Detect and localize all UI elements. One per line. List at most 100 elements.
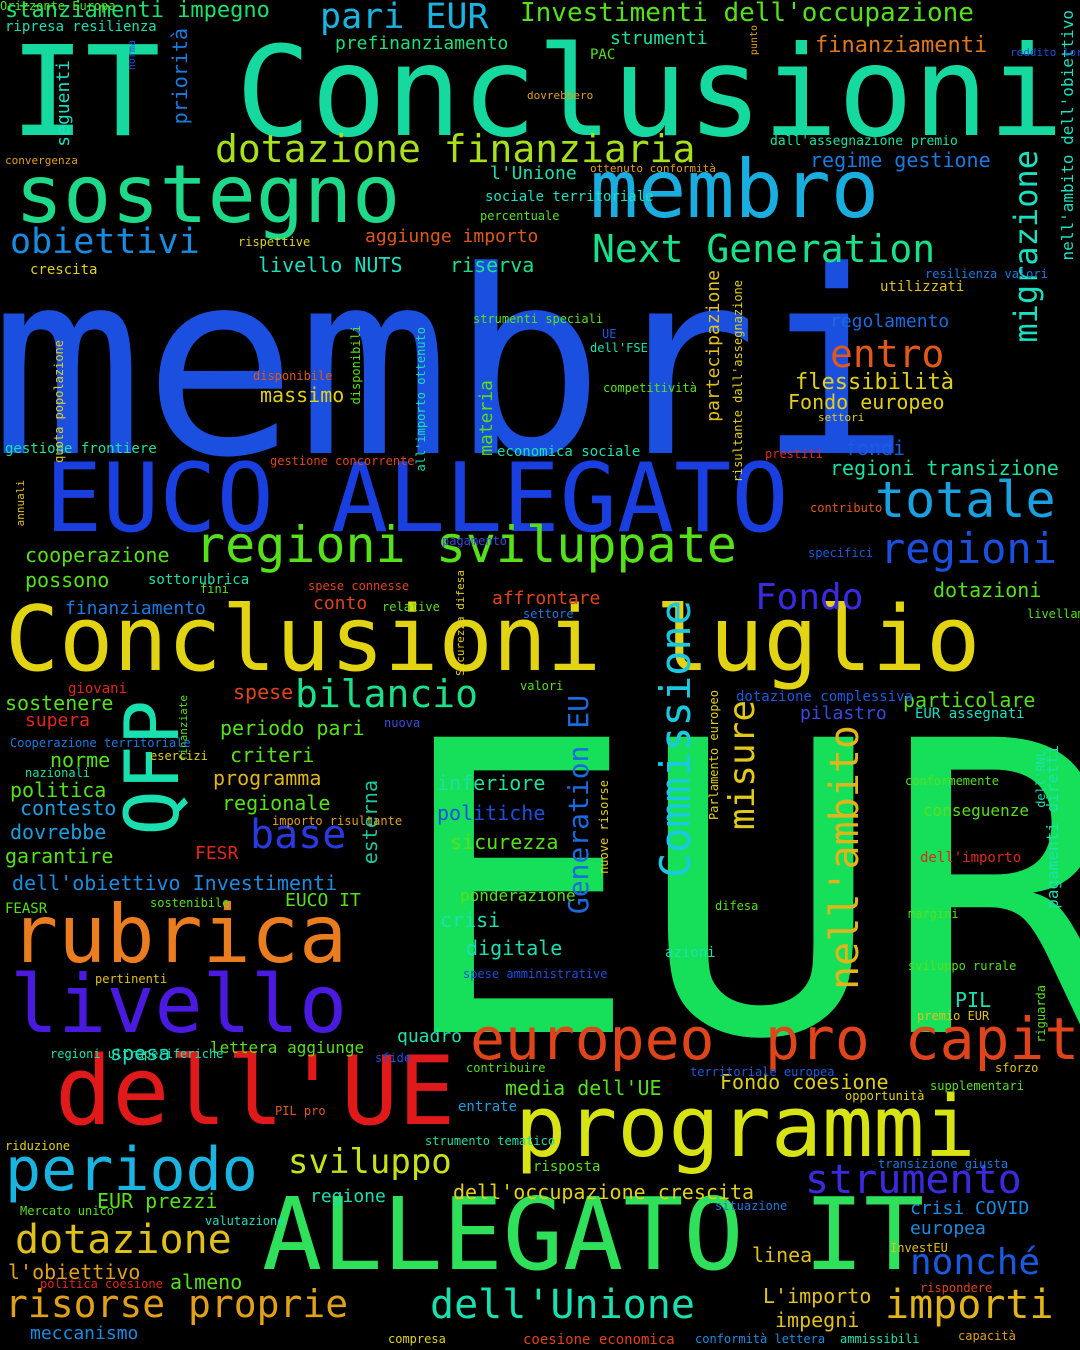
cloud-word: massimo <box>260 383 345 407</box>
cloud-word: Next Generation <box>592 227 936 271</box>
cloud-word: sostenere <box>5 691 114 715</box>
cloud-word: PIL pro <box>275 1104 326 1118</box>
cloud-word: valori <box>520 679 564 693</box>
cloud-word: disponibili <box>349 325 363 405</box>
cloud-word: sforzo <box>995 1061 1039 1075</box>
cloud-word: regime gestione <box>810 148 991 172</box>
cloud-word: dell'occupazione crescita <box>453 1180 755 1204</box>
cloud-word: materia <box>476 380 497 456</box>
cloud-word: misure <box>722 700 763 831</box>
cloud-word: dotazione complessiva <box>736 689 914 705</box>
cloud-word: dell'obiettivo Investimenti <box>12 871 338 895</box>
cloud-word: fondi <box>845 436 906 460</box>
cloud-word: sostegno <box>15 148 401 241</box>
cloud-word: dotazione <box>15 1217 232 1263</box>
cloud-word: annuali <box>14 480 27 527</box>
cloud-word: possono <box>25 568 110 592</box>
cloud-word: rubrica <box>10 888 348 981</box>
cloud-word: crisi COVID <box>910 1198 1030 1219</box>
cloud-word: specifici <box>808 546 874 560</box>
cloud-word: periodo pari <box>220 716 365 740</box>
cloud-word: spesa <box>110 1041 171 1065</box>
cloud-word: coesione economica <box>523 1332 675 1348</box>
cloud-word: sfide <box>375 1051 412 1065</box>
cloud-word: Mercato unico <box>20 1204 114 1218</box>
cloud-word: norma <box>127 40 138 71</box>
cloud-word: risultante dall'assegnazione <box>731 280 745 483</box>
cloud-word: riduzione <box>5 1139 71 1153</box>
cloud-word: regolamento <box>830 311 950 332</box>
cloud-word: regioni ultraperiferiche <box>50 1047 224 1061</box>
cloud-word: l'Unione <box>490 163 577 184</box>
cloud-word: ripresa resilienza <box>5 19 157 35</box>
cloud-word: linea <box>752 1243 813 1267</box>
cloud-word: politiche <box>437 801 546 825</box>
cloud-word: regioni transizione <box>830 456 1059 480</box>
cloud-word: migrazione <box>1007 150 1045 343</box>
cloud-word: reddito lordo <box>1010 46 1080 59</box>
cloud-word: quadro <box>397 1026 463 1047</box>
cloud-word: UE <box>602 327 617 341</box>
cloud-word: dell'Unione <box>430 1282 695 1328</box>
cloud-word: sviluppo rurale <box>908 959 1017 973</box>
cloud-word: opportunità <box>845 1089 925 1103</box>
cloud-word: politica coesione <box>40 1277 163 1291</box>
cloud-word: relative <box>382 600 440 614</box>
cloud-word: fini <box>200 582 229 596</box>
cloud-word: supera <box>25 710 91 731</box>
cloud-word: l'obiettivo <box>8 1260 141 1284</box>
cloud-word: capacità <box>958 1329 1016 1343</box>
cloud-word: particolare <box>903 688 1036 712</box>
cloud-word: dell'importo <box>920 850 1022 866</box>
cloud-word: nuova <box>384 716 421 730</box>
cloud-word: Commissione <box>651 600 700 879</box>
cloud-word: livello NUTS <box>258 253 403 277</box>
cloud-word: nuove risorse <box>597 780 611 874</box>
cloud-word: conformemente <box>905 774 999 788</box>
cloud-word: membri <box>0 217 912 514</box>
cloud-word: percentuale <box>480 209 560 223</box>
cloud-word: norme <box>50 748 111 772</box>
cloud-word: conformità lettera <box>695 1332 826 1346</box>
cloud-word: prefinanziamento <box>335 33 509 54</box>
cloud-word: europea <box>910 1218 986 1239</box>
cloud-word: entro <box>830 332 945 376</box>
cloud-word: regioni <box>880 524 1058 573</box>
cloud-word: programmi <box>515 1078 976 1177</box>
cloud-word: valutazione <box>205 1214 285 1228</box>
cloud-word: impegni <box>775 1308 860 1332</box>
cloud-word: periodo <box>5 1135 258 1205</box>
cloud-word: compresa <box>388 1332 446 1346</box>
cloud-word: rispondere <box>920 1281 993 1295</box>
cloud-word: stanziamenti impegno <box>5 0 270 23</box>
cloud-word: dell'FSE <box>590 341 648 355</box>
cloud-word: pari EUR <box>320 0 489 37</box>
cloud-word: EUR prezzi <box>97 1189 218 1213</box>
cloud-word: dell'UE <box>55 1037 456 1147</box>
cloud-word: strumento <box>805 1157 1022 1203</box>
cloud-word: contribuire <box>466 1061 546 1075</box>
cloud-word: strumenti <box>610 28 708 49</box>
cloud-word: livellamento <box>1027 607 1080 621</box>
cloud-word: risposta <box>533 1159 601 1175</box>
cloud-word: dall'assegnazione premio <box>770 134 958 149</box>
cloud-word: aggiunge importo <box>365 226 539 247</box>
cloud-word: conseguenze <box>923 801 1029 820</box>
cloud-word: IT Conclusioni <box>10 20 1064 165</box>
cloud-word: finanziamenti <box>815 33 988 58</box>
cloud-word: sostenibile <box>150 896 230 910</box>
cloud-word: totale <box>875 471 1056 529</box>
cloud-word: Fondo europeo <box>788 390 945 414</box>
cloud-word: convergenza <box>5 154 78 167</box>
cloud-word: regioni sviluppate <box>195 516 737 574</box>
cloud-word: sviluppo <box>288 1142 452 1182</box>
cloud-word: gestione frontiere <box>5 441 157 457</box>
cloud-word: contributo <box>810 501 883 515</box>
cloud-word: dovrebbero <box>527 89 594 102</box>
cloud-word: cooperazione <box>25 543 170 567</box>
cloud-word: lettera aggiunge <box>210 1038 365 1057</box>
cloud-word: pilastro <box>800 703 887 724</box>
cloud-word: contesto <box>20 796 117 820</box>
cloud-word: FESR <box>195 843 239 864</box>
cloud-word: digitale <box>466 936 563 960</box>
